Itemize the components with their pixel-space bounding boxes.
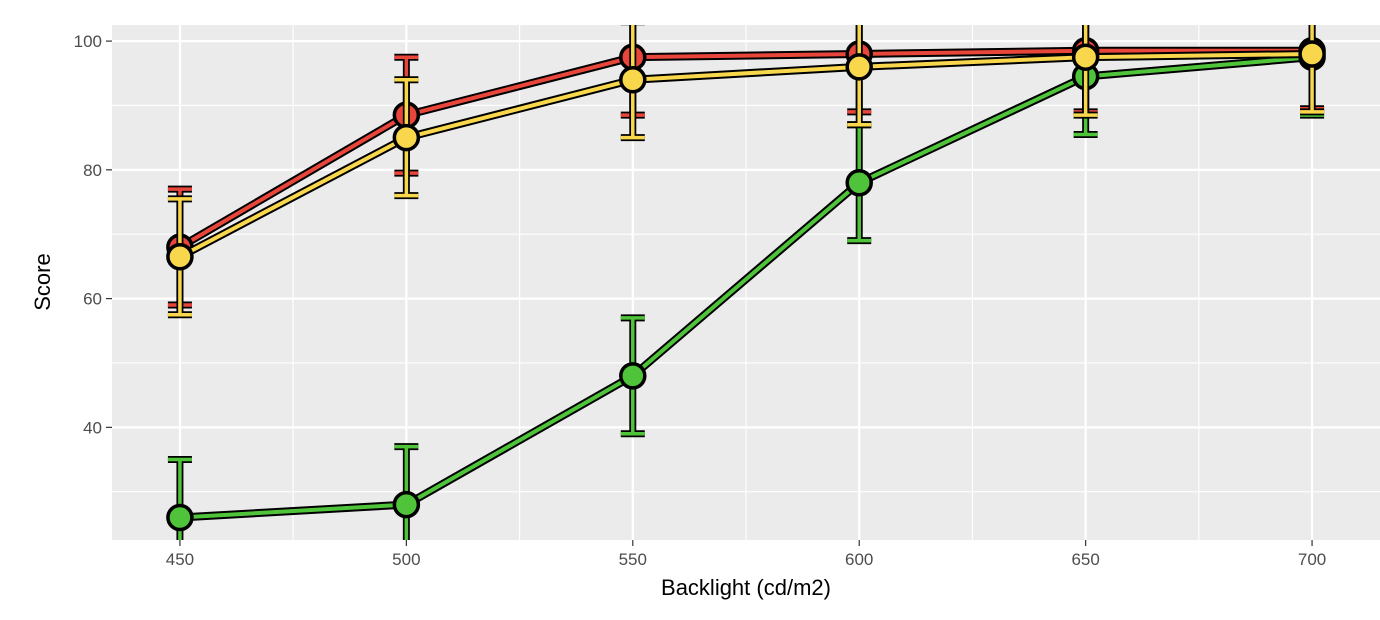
x-tick-label: 500 bbox=[392, 550, 420, 569]
data-point bbox=[1298, 40, 1326, 68]
x-tick-label: 450 bbox=[166, 550, 194, 569]
data-point bbox=[166, 243, 194, 271]
y-tick-label: 100 bbox=[74, 32, 102, 51]
x-axis: 450 500 550 600 650 700 bbox=[166, 540, 1326, 569]
series-line bbox=[179, 55, 1313, 520]
y-tick-label: 80 bbox=[83, 161, 102, 180]
series-2 bbox=[166, 25, 1326, 540]
data-point bbox=[619, 65, 647, 94]
data-point bbox=[845, 53, 873, 81]
x-tick-label: 700 bbox=[1298, 550, 1326, 569]
x-tick-label: 600 bbox=[845, 550, 873, 569]
x-tick-label: 550 bbox=[619, 550, 647, 569]
x-tick-label: 650 bbox=[1071, 550, 1099, 569]
data-point bbox=[619, 362, 647, 390]
x-axis-title: Backlight (cd/m2) bbox=[661, 575, 831, 600]
series-line bbox=[178, 51, 1313, 259]
data-point bbox=[392, 123, 421, 152]
y-tick-label: 40 bbox=[83, 418, 102, 437]
series-line bbox=[178, 48, 1313, 249]
data-point bbox=[392, 490, 421, 519]
series-layer bbox=[166, 25, 1326, 540]
data-point bbox=[845, 168, 873, 197]
series-3 bbox=[166, 25, 1326, 319]
y-axis: 40 60 80 100 bbox=[74, 32, 112, 437]
y-tick-label: 60 bbox=[83, 290, 102, 309]
data-point bbox=[166, 503, 194, 532]
y-axis-title: Score bbox=[30, 253, 55, 310]
data-point bbox=[1071, 43, 1100, 71]
